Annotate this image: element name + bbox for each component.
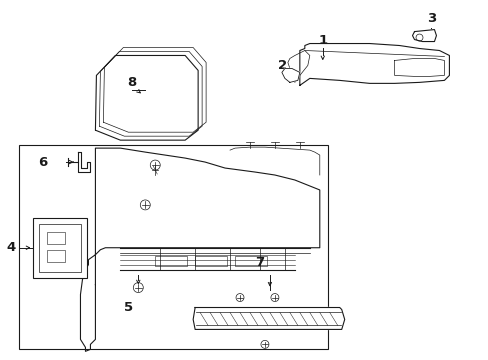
Polygon shape: [281, 68, 299, 82]
Text: 3: 3: [426, 12, 435, 25]
Bar: [46, 232, 64, 244]
Text: 7: 7: [255, 256, 264, 269]
Text: 2: 2: [278, 59, 287, 72]
Polygon shape: [299, 44, 448, 85]
Text: 1: 1: [318, 34, 326, 47]
Text: 6: 6: [38, 156, 47, 168]
Bar: [33, 218, 87, 278]
Text: 4: 4: [6, 241, 15, 254]
Text: 5: 5: [123, 301, 133, 314]
Bar: [46, 250, 64, 262]
Text: 8: 8: [127, 76, 137, 89]
Polygon shape: [412, 30, 436, 41]
Bar: [235, 256, 266, 266]
Bar: [195, 256, 226, 266]
Polygon shape: [193, 307, 344, 329]
Bar: [39, 224, 81, 272]
Bar: [19, 145, 327, 349]
Bar: [155, 256, 187, 266]
